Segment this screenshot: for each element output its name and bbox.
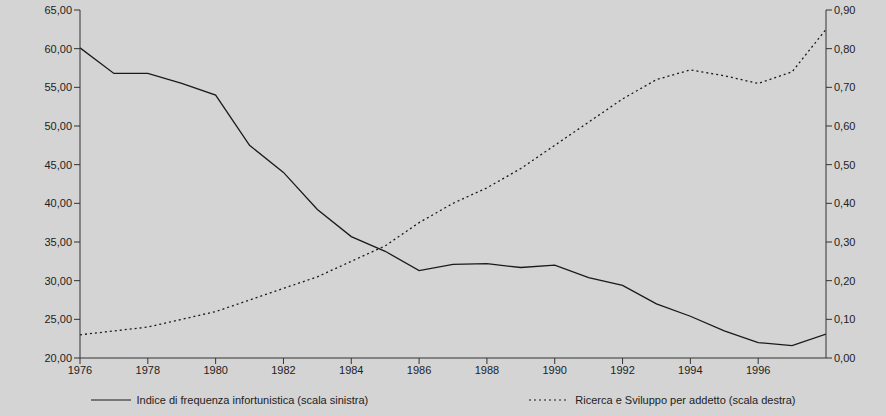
svg-text:1996: 1996 bbox=[746, 364, 770, 376]
svg-text:1992: 1992 bbox=[610, 364, 634, 376]
svg-text:0,70: 0,70 bbox=[834, 81, 855, 93]
svg-text:65,00: 65,00 bbox=[44, 4, 72, 16]
svg-text:1994: 1994 bbox=[678, 364, 702, 376]
svg-text:0,80: 0,80 bbox=[834, 43, 855, 55]
html-text:Indice di frequenza infortunis: Indice di frequenza infortunistica (scal… bbox=[136, 394, 369, 406]
svg-text:0,60: 0,60 bbox=[834, 120, 855, 132]
svg-text:20,00: 20,00 bbox=[44, 352, 72, 364]
svg-text:60,00: 60,00 bbox=[44, 43, 72, 55]
svg-text:1990: 1990 bbox=[542, 364, 566, 376]
svg-text:0,00: 0,00 bbox=[834, 352, 855, 364]
svg-text:30,00: 30,00 bbox=[44, 275, 72, 287]
html-text:Ricerca e Sviluppo per addetto: Ricerca e Sviluppo per addetto (scala de… bbox=[575, 394, 796, 406]
svg-text:40,00: 40,00 bbox=[44, 197, 72, 209]
svg-text:0,50: 0,50 bbox=[834, 159, 855, 171]
svg-text:0,10: 0,10 bbox=[834, 313, 855, 325]
svg-text:45,00: 45,00 bbox=[44, 159, 72, 171]
svg-text:1976: 1976 bbox=[68, 364, 92, 376]
svg-text:50,00: 50,00 bbox=[44, 120, 72, 132]
svg-text:0,90: 0,90 bbox=[834, 4, 855, 16]
svg-text:1988: 1988 bbox=[475, 364, 499, 376]
svg-text:1982: 1982 bbox=[271, 364, 295, 376]
svg-text:0,40: 0,40 bbox=[834, 197, 855, 209]
svg-text:1980: 1980 bbox=[203, 364, 227, 376]
svg-text:0,20: 0,20 bbox=[834, 275, 855, 287]
svg-text:35,00: 35,00 bbox=[44, 236, 72, 248]
svg-text:55,00: 55,00 bbox=[44, 81, 72, 93]
svg-text:1984: 1984 bbox=[339, 364, 363, 376]
svg-text:1978: 1978 bbox=[136, 364, 160, 376]
svg-text:1986: 1986 bbox=[407, 364, 431, 376]
svg-text:0,30: 0,30 bbox=[834, 236, 855, 248]
svg-text:25,00: 25,00 bbox=[44, 313, 72, 325]
